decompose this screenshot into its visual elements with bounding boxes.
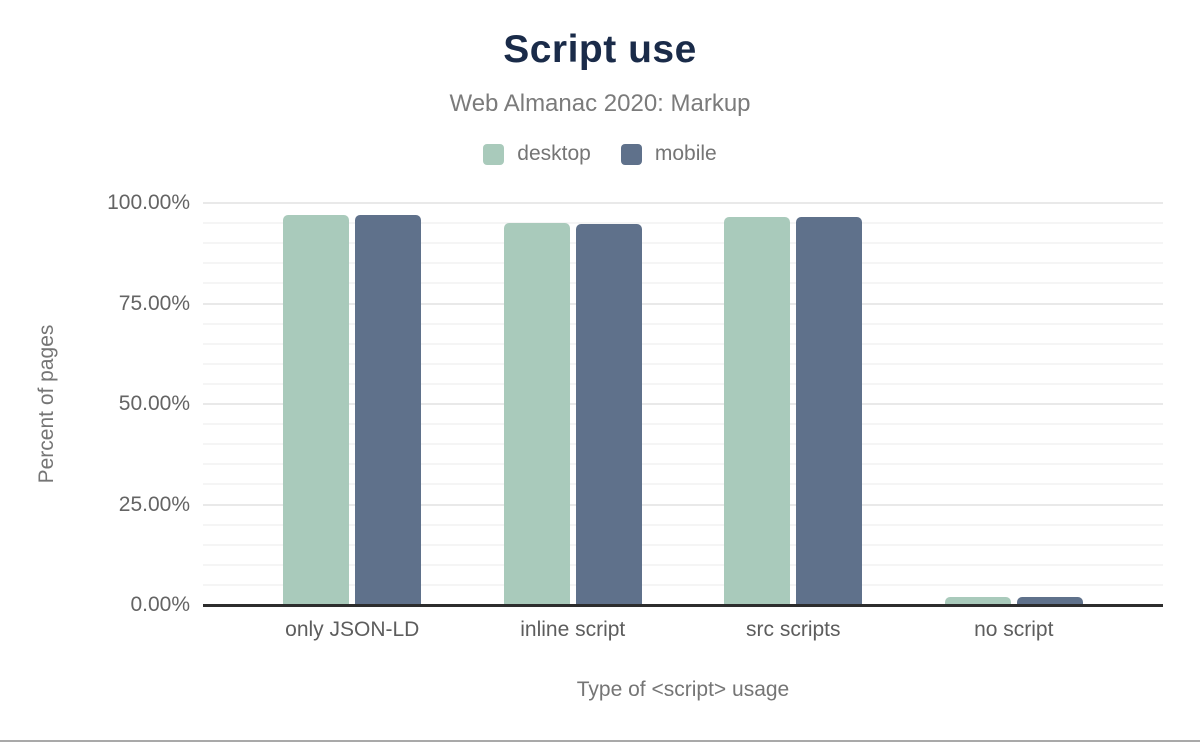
bar-group-only-json-ld: [242, 203, 463, 605]
x-tick-label: src scripts: [746, 618, 841, 641]
y-tick-label: 50.00%: [118, 392, 190, 415]
gridline: [203, 543, 1163, 546]
bars-layer: [203, 203, 1163, 605]
desktop-bar: [503, 223, 570, 605]
x-axis-title: Type of <script> usage: [576, 678, 790, 701]
desktop-bar: [944, 596, 1011, 605]
x-tick-label: only JSON-LD: [285, 618, 420, 641]
gridline: [203, 523, 1163, 526]
x-tick-labels: only JSON-LD inline script src scripts no s…: [203, 618, 1163, 642]
x-tick-label: no script: [974, 618, 1054, 641]
bar-group-src-scripts: [683, 203, 904, 605]
mobile-bar: [796, 217, 863, 605]
gridline: [203, 342, 1163, 345]
gridline: [203, 463, 1163, 466]
y-tick-label: 25.00%: [118, 492, 190, 516]
bar-group-inline-script: [463, 203, 684, 605]
gridline: [203, 282, 1163, 285]
gridline: [203, 583, 1163, 586]
y-tick-label: 0.00%: [130, 593, 190, 616]
gridline: [203, 262, 1163, 265]
gridline: [203, 503, 1163, 506]
gridline: [203, 483, 1163, 486]
gridline: [203, 443, 1163, 446]
x-tick-label: inline script: [520, 618, 626, 641]
y-tick-label: 100.00%: [107, 191, 190, 214]
mobile-bar: [1016, 596, 1083, 605]
chart-title: Script use: [503, 28, 697, 71]
gridline: [203, 563, 1163, 566]
gridline: [203, 362, 1163, 365]
mobile-bar: [575, 223, 642, 605]
mobile-bar: [355, 215, 422, 605]
gridline: [203, 382, 1163, 385]
gridline: [203, 242, 1163, 245]
gridline: [203, 302, 1163, 305]
plot-area: [203, 202, 1163, 605]
legend-item-desktop: desktop: [483, 142, 591, 166]
x-axis-line: [203, 604, 1163, 607]
legend-item-mobile: mobile: [620, 142, 717, 166]
y-tick-label: 75.00%: [118, 291, 190, 315]
gridline: [203, 403, 1163, 405]
bar-group-no-script: [904, 203, 1125, 605]
desktop-swatch-icon: [483, 143, 505, 165]
chart-subtitle: Web Almanac 2020: Markup: [449, 90, 751, 117]
desktop-bar: [283, 215, 350, 605]
gridline: [203, 202, 1163, 204]
legend-label: desktop: [517, 142, 591, 165]
legend-label: mobile: [654, 142, 717, 165]
mobile-swatch-icon: [620, 143, 642, 165]
gridline: [203, 322, 1163, 325]
legend: desktop mobile: [0, 142, 1200, 166]
gridline: [203, 423, 1163, 426]
gridline: [203, 222, 1163, 225]
desktop-bar: [724, 216, 791, 605]
